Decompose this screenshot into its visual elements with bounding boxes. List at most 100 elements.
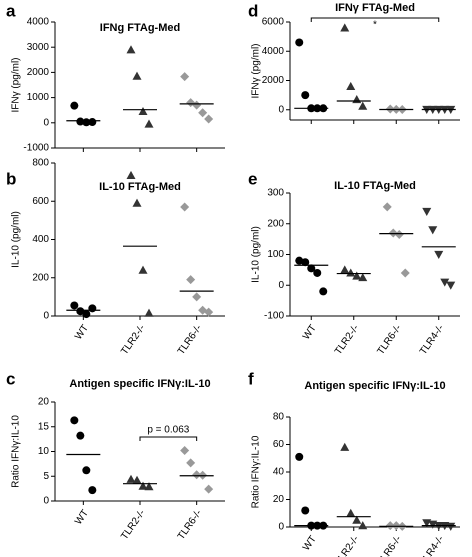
y-tick-label: 800 — [32, 158, 49, 169]
y-tick-label: 100 — [267, 249, 284, 260]
y-tick-label: 600 — [32, 196, 49, 207]
panel-title: Antigen specific IFNγ:IL-10 — [69, 378, 210, 390]
x-tick-label: TLR2-/- — [119, 323, 147, 357]
y-tick-label: 0 — [43, 117, 49, 128]
data-point — [295, 256, 304, 265]
y-tick-label: 300 — [267, 188, 284, 199]
y-tick-label: 15 — [38, 421, 50, 432]
data-point — [446, 281, 456, 290]
data-point — [82, 466, 91, 475]
data-point — [204, 114, 214, 124]
panel-label: e — [248, 169, 257, 188]
data-point — [340, 442, 350, 451]
data-point — [180, 72, 190, 82]
panel-title: IL-10 FTAg-Med — [334, 180, 416, 192]
data-point — [340, 265, 350, 274]
x-tick-label: TLR2-/- — [119, 508, 147, 542]
y-tick-label: -100 — [264, 311, 284, 322]
data-point — [434, 250, 444, 259]
data-point — [391, 521, 401, 531]
y-tick-label: 5 — [43, 471, 49, 482]
data-point — [70, 101, 79, 110]
data-point — [76, 431, 85, 440]
y-tick-label: 10 — [38, 446, 50, 457]
panel-title: IFNγ FTAg-Med — [335, 2, 415, 14]
y-axis-label: IFNγ (pg/ml) — [11, 58, 22, 113]
data-point — [319, 287, 328, 296]
data-point — [422, 207, 432, 216]
y-tick-label: 0 — [43, 311, 49, 322]
data-point — [144, 482, 154, 491]
x-tick-label: WT — [73, 323, 91, 342]
panel-title: Antigen specific IFNγ:IL-10 — [304, 380, 445, 392]
significance-bracket — [139, 436, 198, 441]
y-tick-label: 60 — [273, 439, 285, 450]
panel-label: f — [248, 369, 254, 388]
panel-label: b — [6, 169, 16, 188]
panel-title: IL-10 FTAg-Med — [99, 181, 181, 193]
x-tick-label: TLR6-/- — [176, 323, 204, 357]
data-point — [394, 230, 404, 240]
x-tick-label: TLR2-/- — [333, 534, 361, 557]
data-point — [180, 446, 190, 456]
annotation: p = 0.063 — [147, 425, 189, 436]
data-point — [358, 521, 368, 530]
data-point — [82, 310, 91, 319]
x-tick-label: WT — [301, 534, 319, 553]
data-point — [138, 481, 148, 490]
data-point — [446, 522, 456, 531]
data-point — [126, 45, 136, 54]
data-point — [301, 91, 310, 100]
data-point — [352, 95, 362, 104]
x-tick-label: TLR6-/- — [375, 534, 403, 557]
y-tick-label: 1000 — [27, 92, 50, 103]
data-point — [340, 23, 350, 32]
y-tick-label: 20 — [273, 494, 285, 505]
x-tick-label: WT — [301, 323, 319, 342]
y-tick-label: -1000 — [23, 143, 49, 154]
data-point — [204, 484, 214, 494]
x-tick-label: TLR4-/- — [418, 323, 446, 357]
data-point — [70, 416, 79, 425]
panel-title: IFNg FTAg-Med — [100, 22, 180, 34]
data-point — [132, 71, 142, 80]
data-point — [88, 486, 97, 495]
data-point — [144, 119, 154, 128]
data-point — [192, 100, 202, 110]
panel-label: d — [248, 1, 258, 20]
x-tick-label: TLR6-/- — [176, 508, 204, 542]
y-tick-label: 80 — [273, 412, 285, 423]
y-tick-label: 200 — [32, 272, 49, 283]
data-point — [126, 170, 136, 180]
y-tick-label: 200 — [267, 218, 284, 229]
data-point — [301, 258, 310, 267]
data-point — [144, 308, 154, 317]
data-point — [295, 452, 304, 461]
y-tick-label: 0 — [278, 280, 284, 291]
y-tick-label: 40 — [273, 467, 285, 478]
data-point — [295, 38, 304, 47]
y-tick-label: 20 — [38, 397, 50, 408]
y-tick-label: 2000 — [262, 75, 285, 86]
data-point — [358, 101, 368, 110]
data-point — [428, 226, 438, 235]
data-point — [138, 106, 148, 116]
data-point — [307, 264, 316, 273]
data-point — [198, 108, 208, 118]
x-tick-label: TLR6-/- — [375, 323, 403, 357]
y-tick-label: 0 — [278, 522, 284, 533]
panel-label: a — [6, 1, 16, 20]
data-point — [313, 268, 322, 277]
data-point — [204, 307, 214, 317]
data-point — [76, 117, 85, 126]
y-tick-label: 3000 — [27, 42, 50, 53]
data-point — [132, 475, 142, 484]
y-tick-label: 0 — [278, 104, 284, 115]
data-point — [301, 506, 310, 515]
data-point — [352, 515, 362, 524]
y-tick-label: 6000 — [262, 17, 285, 28]
y-axis-label: Ratio IFNγ:IL-10 — [251, 435, 262, 508]
data-point — [192, 470, 202, 480]
data-point — [186, 275, 196, 285]
